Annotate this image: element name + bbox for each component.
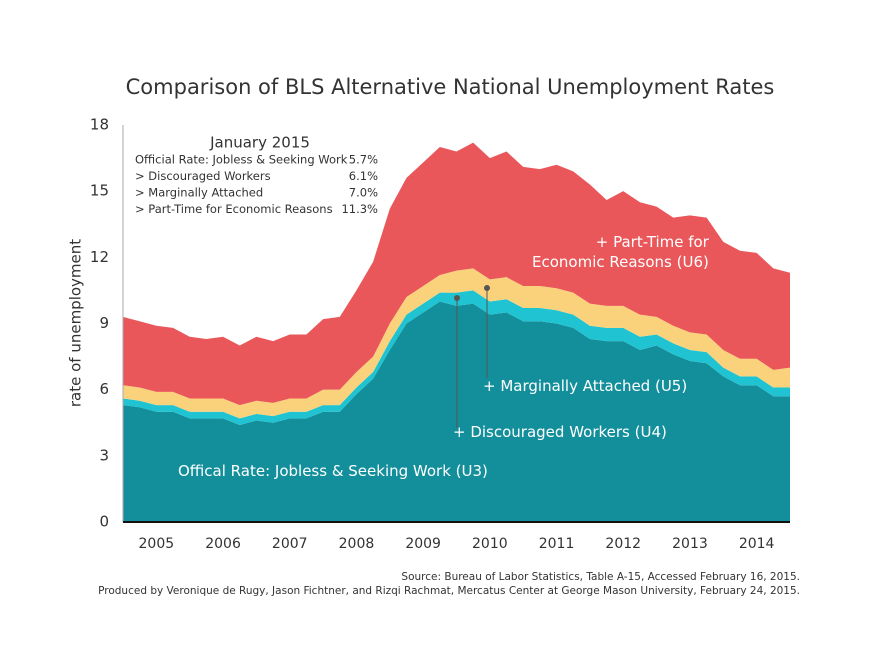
series-label: Offical Rate: Jobless & Seeking Work (U3… — [178, 462, 488, 480]
callout-dot — [454, 295, 460, 301]
summary-value: 6.1% — [349, 169, 378, 183]
y-tick-label: 15 — [90, 182, 109, 200]
source: Produced by Veronique de Rugy, Jason Fic… — [98, 585, 800, 597]
source: Source: Bureau of Labor Statistics, Tabl… — [401, 571, 800, 583]
x-tick-label: 2008 — [339, 536, 375, 552]
chart-title: Comparison of BLS Alternative National U… — [126, 75, 775, 99]
x-tick-label: 2006 — [205, 536, 241, 552]
y-axis-label: rate of unemployment — [67, 239, 85, 407]
x-tick-label: 2012 — [605, 536, 641, 552]
y-tick-label: 6 — [99, 380, 109, 398]
series-label: + Discouraged Workers (U4) — [453, 423, 667, 441]
x-tick-label: 2010 — [472, 536, 508, 552]
y-tick-label: 3 — [99, 446, 109, 464]
series-label: + Part-Time for Economic Reasons (U6) — [532, 233, 709, 271]
summary-label: > Discouraged Workers — [135, 169, 271, 183]
y-tick-label: 9 — [99, 314, 109, 332]
series-label: + Marginally Attached (U5) — [483, 377, 688, 395]
y-tick-label: 18 — [90, 116, 109, 134]
summary-title: January 2015 — [209, 134, 310, 152]
summary-value: 7.0% — [349, 186, 378, 200]
x-tick-label: 2013 — [672, 536, 708, 552]
x-tick-label: 2009 — [405, 536, 441, 552]
x-tick-label: 2007 — [272, 536, 308, 552]
y-tick-label: 0 — [99, 513, 109, 531]
callout-dot — [484, 285, 490, 291]
x-tick-label: 2014 — [739, 536, 775, 552]
area — [123, 142, 790, 406]
summary-label: Official Rate: Jobless & Seeking Work — [135, 153, 348, 167]
y-tick-label: 12 — [90, 248, 109, 266]
summary-value: 11.3% — [341, 202, 378, 216]
x-tick-label: 2005 — [139, 536, 175, 552]
summary-label: > Marginally Attached — [135, 186, 263, 200]
summary-label: > Part-Time for Economic Reasons — [135, 202, 333, 216]
x-tick-label: 2011 — [539, 536, 575, 552]
summary-value: 5.7% — [349, 153, 378, 167]
